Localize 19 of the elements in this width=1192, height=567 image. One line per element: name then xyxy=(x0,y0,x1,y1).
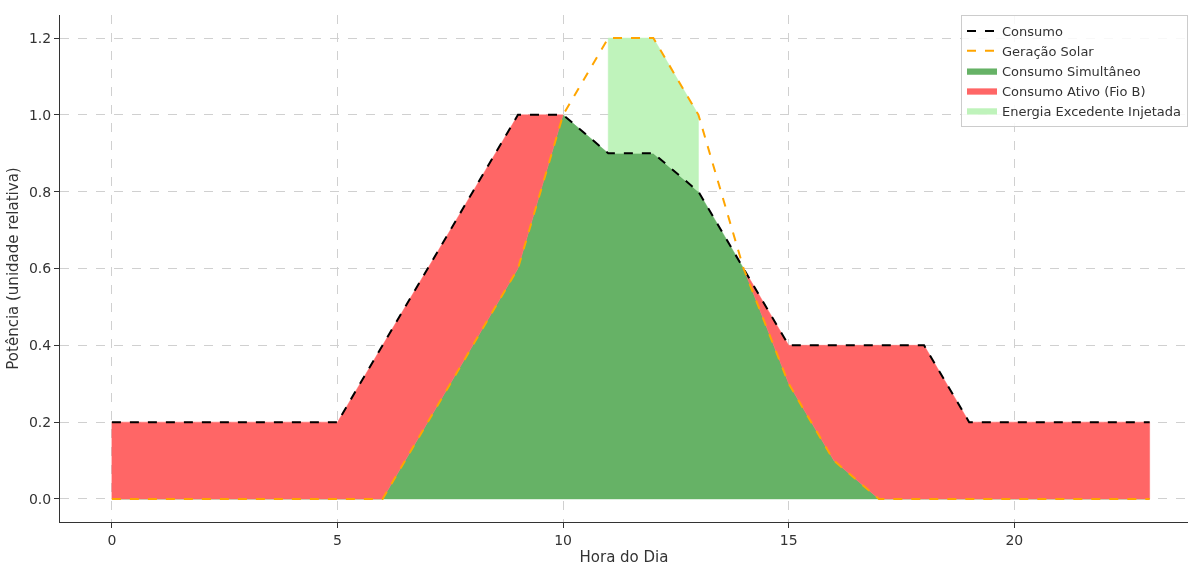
x-tick-label: 15 xyxy=(779,531,798,548)
y-axis-title: Potência (unidade relativa) xyxy=(4,167,23,370)
x-tick-label: 0 xyxy=(107,531,117,548)
y-tick-label: 0.2 xyxy=(28,414,52,431)
y-tick-label: 1.2 xyxy=(28,29,52,46)
y-tick-label: 0.6 xyxy=(28,260,52,277)
x-tick-label: 20 xyxy=(1005,531,1024,548)
legend-label: Geração Solar xyxy=(1002,43,1095,59)
x-tick-label: 5 xyxy=(333,531,342,548)
x-axis-title: Hora do Dia xyxy=(579,547,669,566)
y-tick-label: 0.4 xyxy=(28,337,52,354)
x-tick-label: 10 xyxy=(554,531,572,548)
y-tick-label: 0.8 xyxy=(28,183,52,200)
legend-label: Consumo Ativo (Fio B) xyxy=(1002,83,1146,99)
legend-label: Energia Excedente Injetada xyxy=(1002,103,1182,119)
legend-label: Consumo Simultâneo xyxy=(1002,63,1141,79)
y-tick-label: 0.0 xyxy=(28,490,52,507)
legend-label: Consumo xyxy=(1002,24,1063,40)
y-tick-label: 1.0 xyxy=(28,106,52,123)
